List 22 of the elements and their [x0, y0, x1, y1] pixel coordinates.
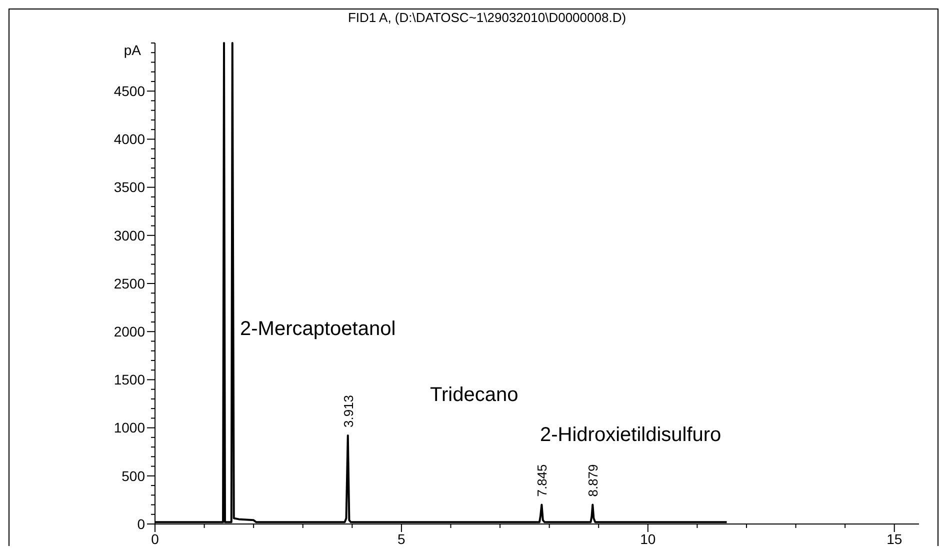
y-tick-label: 2500: [114, 275, 146, 292]
x-tick-label: 15: [886, 531, 902, 547]
y-tick-label: 0: [137, 516, 146, 532]
y-tick-label: 3500: [114, 179, 146, 196]
y-tick-label: 3000: [114, 227, 146, 244]
annotation: 2-Mercaptoetanol: [240, 318, 396, 340]
chart-title: FID1 A, (D:\DATOSC~1\29032010\D0000008.D): [348, 10, 626, 25]
annotation: 3.913: [340, 394, 356, 428]
annotation: 8.879: [586, 464, 601, 497]
annotation: 2-Hidroxietildisulfuro: [540, 424, 722, 446]
x-tick-label: 5: [398, 531, 406, 547]
y-tick-label: 4500: [114, 83, 146, 99]
y-tick-label: 1000: [114, 420, 146, 436]
x-tick-label: 0: [151, 531, 160, 547]
annotation: 7.845: [534, 464, 550, 497]
y-axis-title: pA: [124, 42, 142, 58]
y-tick-label: 4000: [114, 131, 146, 148]
annotation: Tridecano: [430, 384, 518, 406]
y-tick-label: 1500: [114, 372, 146, 388]
x-tick-label: 10: [640, 531, 656, 547]
y-tick-label: 2000: [114, 324, 146, 340]
y-tick-label: 500: [122, 468, 146, 484]
